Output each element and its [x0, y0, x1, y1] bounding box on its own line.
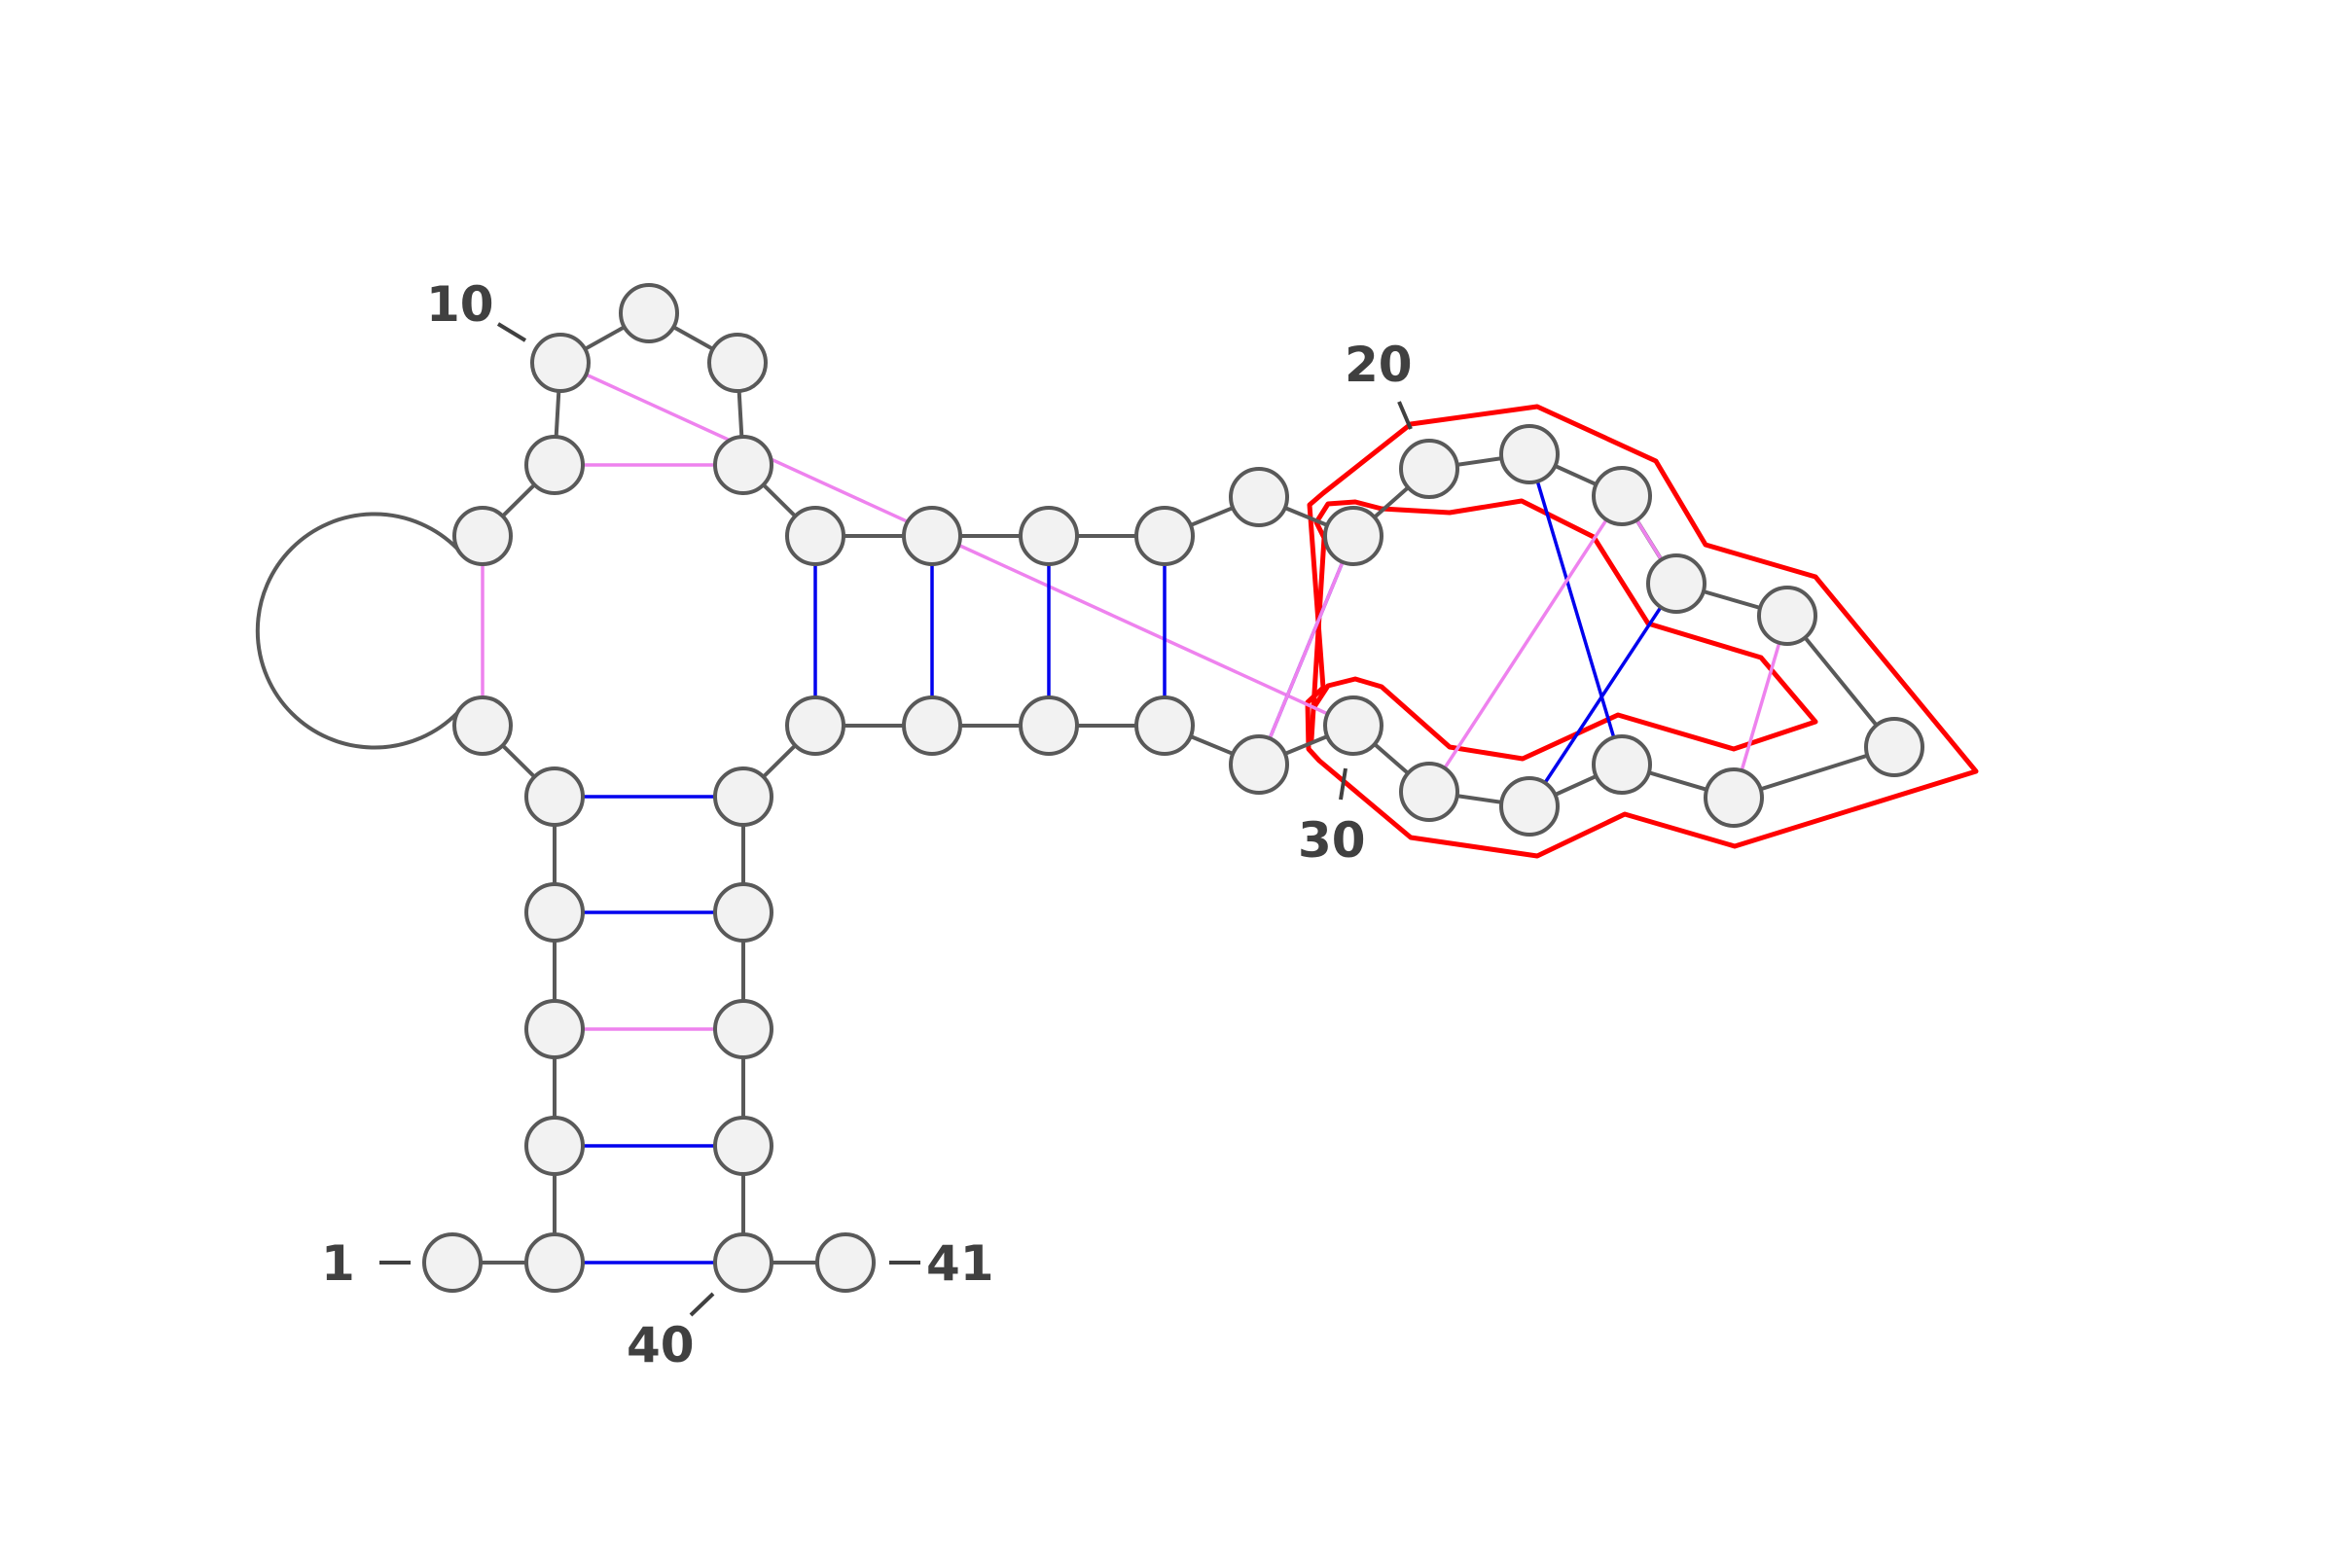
- loop-arc: [255, 512, 459, 750]
- nucleotide-15: [902, 506, 962, 566]
- nucleotide-29: [1399, 762, 1459, 822]
- highlight-outline-outer: [1305, 404, 1979, 859]
- nucleotide-10: [530, 333, 591, 393]
- label-tick-10: [496, 322, 527, 342]
- nucleotide-27: [1592, 734, 1652, 795]
- nucleotide-4: [524, 999, 585, 1059]
- nucleotide-38: [713, 999, 773, 1059]
- nucleotide-36: [713, 766, 773, 827]
- nucleotides: [422, 283, 1924, 1293]
- nucleotide-7: [452, 695, 513, 756]
- nucleotide-20: [1399, 439, 1459, 499]
- nucleotide-21: [1499, 424, 1560, 484]
- label-tick-30: [1339, 767, 1347, 801]
- position-label-1: 1: [321, 1235, 355, 1292]
- nucleotide-24: [1757, 586, 1817, 646]
- nucleotide-16: [1019, 506, 1079, 566]
- label-tick-40: [689, 1292, 715, 1317]
- label-tick-20: [1397, 401, 1413, 430]
- nucleotide-41: [815, 1232, 876, 1293]
- nucleotide-9: [524, 435, 585, 495]
- nucleotide-13: [713, 435, 773, 495]
- nucleotide-32: [1134, 695, 1195, 756]
- nucleotide-37: [713, 882, 773, 943]
- nucleotide-40: [713, 1232, 773, 1293]
- nucleotide-28: [1499, 776, 1560, 837]
- highlight-region-outline: [1305, 404, 1979, 859]
- nucleotide-34: [902, 695, 962, 756]
- base-pair-canonical: [1527, 583, 1678, 807]
- base-pair-noncanonical: [1732, 615, 1789, 799]
- nucleotide-5: [524, 882, 585, 943]
- nucleotide-6: [524, 766, 585, 827]
- nucleotide-14: [785, 506, 845, 566]
- nucleotide-17: [1134, 506, 1195, 566]
- base-pair-noncanonical: [1427, 495, 1624, 793]
- highlight-outline-inner: [1309, 498, 1818, 762]
- nucleotide-18: [1229, 467, 1289, 527]
- position-label-30: 30: [1298, 812, 1366, 869]
- nucleotide-25: [1864, 717, 1924, 777]
- nucleotide-2: [524, 1232, 585, 1293]
- nucleotide-22: [1592, 466, 1652, 526]
- nucleotide-23: [1646, 553, 1706, 614]
- nucleotide-31: [1229, 734, 1289, 795]
- base-pair-noncanonical: [1257, 535, 1355, 766]
- nucleotide-1: [422, 1232, 483, 1293]
- nucleotide-3: [524, 1116, 585, 1176]
- nucleotide-33: [1019, 695, 1079, 756]
- nucleotide-30: [1323, 695, 1383, 756]
- base-pairs: [481, 361, 1789, 1265]
- position-label-10: 10: [426, 276, 494, 333]
- nucleotide-26: [1704, 767, 1764, 828]
- position-label-40: 40: [627, 1317, 695, 1373]
- base-pair-canonical: [1527, 453, 1624, 766]
- position-label-20: 20: [1345, 337, 1413, 393]
- nucleotide-19: [1323, 506, 1383, 566]
- nucleotide-35: [785, 695, 845, 756]
- nucleotide-8: [452, 506, 513, 566]
- position-label-41: 41: [926, 1235, 994, 1292]
- nucleotide-12: [707, 333, 768, 393]
- nucleotide-39: [713, 1116, 773, 1176]
- nucleotide-11: [619, 283, 679, 343]
- position-labels: 1 10 20 30 40 41: [321, 276, 1413, 1373]
